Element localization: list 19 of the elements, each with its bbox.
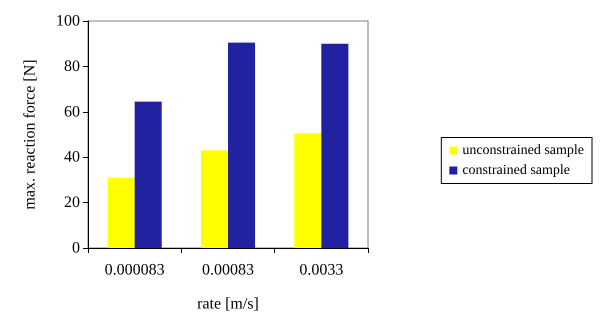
y-tick-label: 20 bbox=[64, 194, 80, 212]
x-tick-label: 0.00083 bbox=[202, 262, 254, 278]
y-tick-label: 80 bbox=[64, 58, 80, 75]
legend-label: constrained sample bbox=[462, 163, 570, 178]
y-axis-title: max. reaction force [N] bbox=[22, 59, 38, 210]
bar bbox=[200, 150, 228, 248]
bar bbox=[228, 42, 256, 248]
legend-label: unconstrained sample bbox=[462, 143, 584, 158]
y-tick-label: 100 bbox=[56, 12, 80, 30]
bar bbox=[134, 102, 162, 248]
y-tick-label: 40 bbox=[64, 148, 80, 166]
y-tick-label: 0 bbox=[72, 240, 80, 256]
y-tick-label: 60 bbox=[64, 103, 80, 120]
bar bbox=[108, 178, 135, 248]
bar bbox=[321, 44, 348, 248]
bar bbox=[294, 133, 322, 248]
x-axis-title: rate [m/s] bbox=[197, 296, 259, 312]
x-tick-label: 0.0033 bbox=[299, 262, 344, 278]
x-tick-label: 0.000083 bbox=[104, 262, 165, 278]
